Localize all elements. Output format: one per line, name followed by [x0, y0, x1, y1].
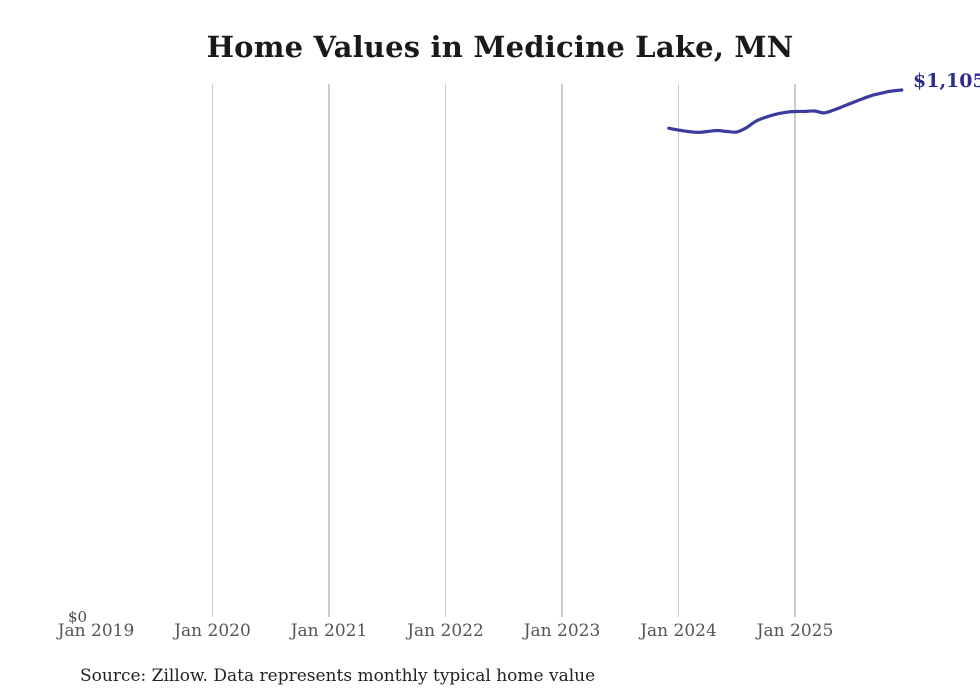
year-gridline: [561, 84, 563, 617]
source-note: Source: Zillow. Data represents monthly …: [80, 666, 596, 686]
home-value-line: [667, 88, 904, 134]
x-tick-label: Jan 2019: [57, 621, 135, 641]
year-gridline: [794, 84, 796, 617]
chart-title: Home Values in Medicine Lake, MN: [206, 30, 794, 64]
x-tick-label: Jan 2020: [174, 621, 251, 641]
x-tick-label: Jan 2022: [407, 621, 484, 641]
x-tick-label: Jan 2021: [290, 621, 368, 641]
latest-value-label: $1,105,: [913, 70, 980, 92]
x-tick-label: Jan 2025: [756, 621, 834, 641]
year-gridline: [328, 84, 330, 617]
year-gridline: [211, 84, 214, 617]
x-tick-label: Jan 2023: [523, 621, 601, 641]
year-gridline: [444, 84, 447, 617]
year-gridline: [677, 84, 680, 617]
y-axis-zero-label: $0: [68, 608, 88, 626]
x-tick-label: Jan 2024: [640, 621, 717, 641]
